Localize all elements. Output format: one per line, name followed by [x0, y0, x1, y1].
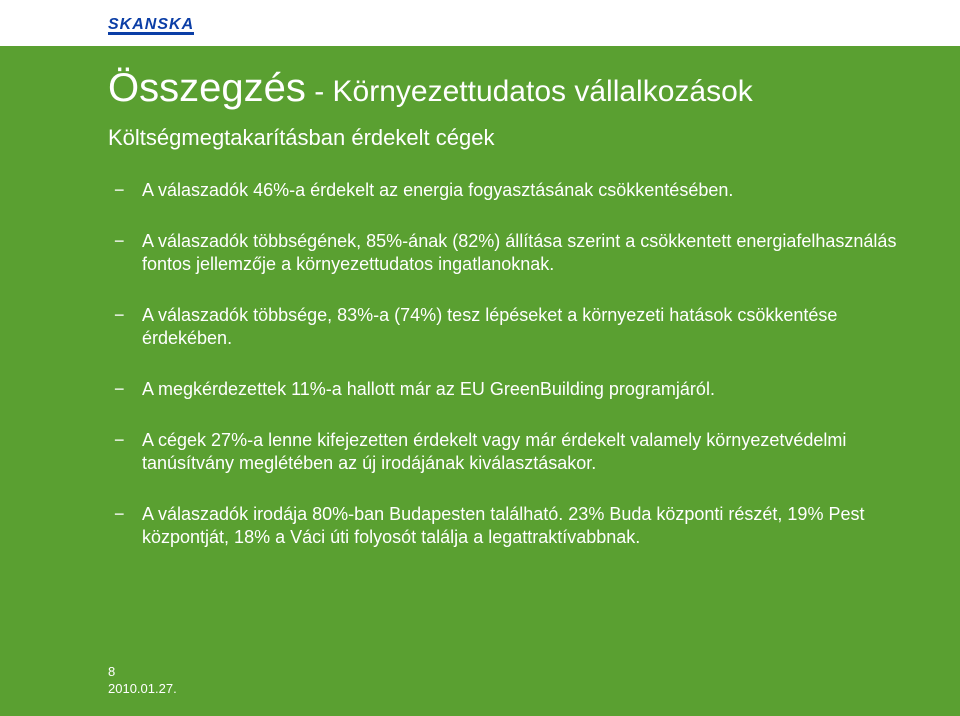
footer-date: 2010.01.27.	[108, 681, 177, 698]
page-number: 8	[108, 664, 177, 681]
title-main: Összegzés	[108, 66, 306, 110]
content-area: Összegzés - Környezettudatos vállalkozás…	[108, 66, 900, 577]
bullet-item: A válaszadók többsége, 83%-a (74%) tesz …	[108, 304, 900, 350]
skanska-logo: SKANSKA	[108, 16, 194, 35]
title-sep: -	[306, 75, 333, 108]
slide-footer: 8 2010.01.27.	[108, 664, 177, 698]
slide-subtitle: Költségmegtakarításban érdekelt cégek	[108, 125, 900, 151]
bullet-item: A cégek 27%-a lenne kifejezetten érdekel…	[108, 429, 900, 475]
logo-text: SKANSKA	[108, 18, 194, 35]
bullet-item: A megkérdezettek 11%-a hallott már az EU…	[108, 378, 900, 401]
bullet-list: A válaszadók 46%-a érdekelt az energia f…	[108, 179, 900, 549]
bullet-item: A válaszadók 46%-a érdekelt az energia f…	[108, 179, 900, 202]
slide: SKANSKA Összegzés - Környezettudatos vál…	[0, 0, 960, 716]
slide-title: Összegzés - Környezettudatos vállalkozás…	[108, 66, 900, 111]
bullet-item: A válaszadók többségének, 85%-ának (82%)…	[108, 230, 900, 276]
title-sub: Környezettudatos vállalkozások	[333, 75, 753, 108]
header-strip: SKANSKA	[0, 0, 960, 46]
bullet-item: A válaszadók irodája 80%-ban Budapesten …	[108, 503, 900, 549]
